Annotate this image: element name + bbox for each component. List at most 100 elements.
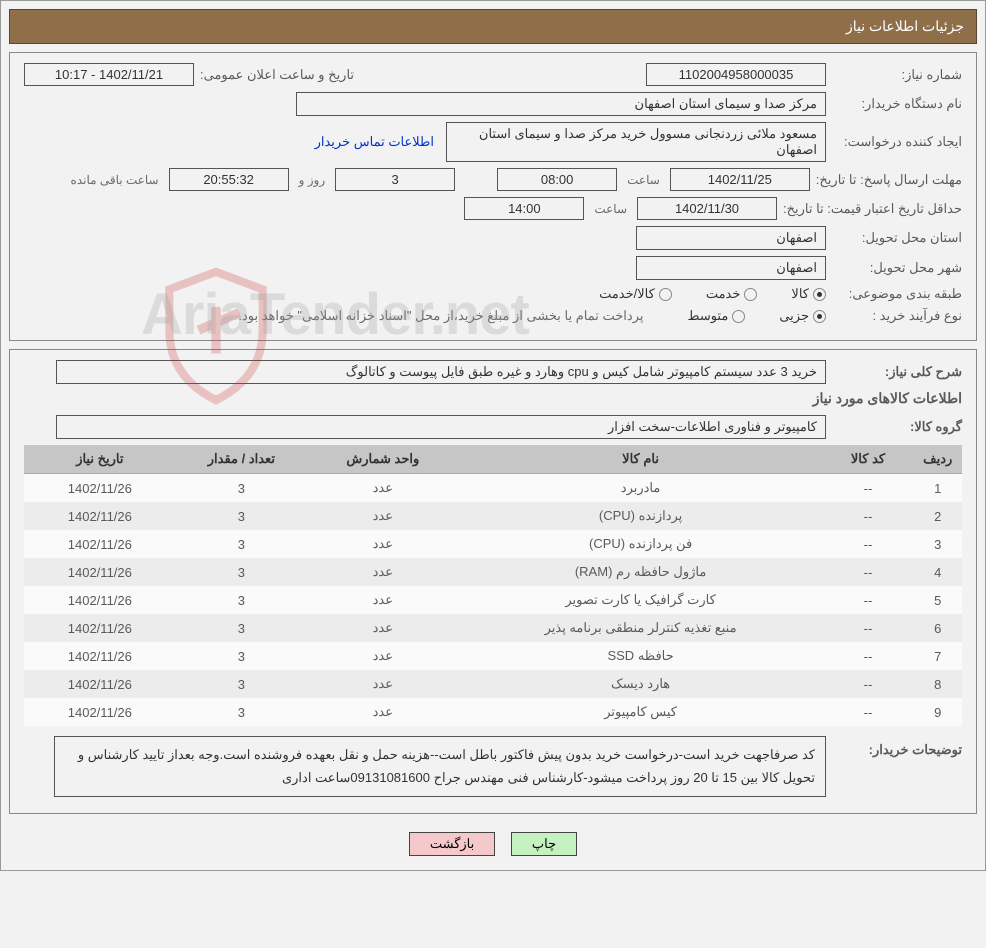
th-code: کد کالا [823, 445, 914, 474]
table-cell: عدد [307, 502, 459, 530]
table-row: 1--مادربردعدد31402/11/26 [24, 474, 962, 503]
table-cell: 1402/11/26 [24, 474, 176, 503]
th-name: نام کالا [459, 445, 823, 474]
table-cell: 3 [176, 586, 307, 614]
category-label: طبقه بندی موضوعی: [832, 286, 962, 302]
table-row: 9--کیس کامپیوترعدد31402/11/26 [24, 698, 962, 726]
table-cell: -- [823, 642, 914, 670]
table-cell: عدد [307, 642, 459, 670]
th-date: تاریخ نیاز [24, 445, 176, 474]
reply-date-field: 1402/11/25 [670, 168, 810, 191]
table-cell: عدد [307, 558, 459, 586]
goods-group-label: گروه کالا: [832, 419, 962, 435]
table-cell: 1 [913, 474, 962, 503]
goods-section-title: اطلاعات کالاهای مورد نیاز [24, 390, 962, 407]
table-cell: عدد [307, 670, 459, 698]
radio-partial[interactable]: جزیی [779, 308, 826, 324]
table-cell: -- [823, 530, 914, 558]
table-cell: 1402/11/26 [24, 614, 176, 642]
remain-days-field: 3 [335, 168, 455, 191]
req-creator-field: مسعود ملائی زردنجانی مسوول خرید مرکز صدا… [446, 122, 826, 162]
process-label: نوع فرآیند خرید : [832, 308, 962, 324]
radio-service-label: خدمت [706, 286, 741, 302]
table-cell: 3 [176, 530, 307, 558]
goods-table: ردیف کد کالا نام کالا واحد شمارش تعداد /… [24, 445, 962, 726]
remain-hms-field: 20:55:32 [169, 168, 289, 191]
table-cell: 5 [913, 586, 962, 614]
details-section: شماره نیاز: 1102004958000035 تاریخ و ساع… [9, 52, 977, 341]
time-label-2: ساعت [594, 202, 627, 216]
table-cell: 1402/11/26 [24, 502, 176, 530]
buyer-org-label: نام دستگاه خریدار: [832, 96, 962, 112]
payment-note: پرداخت تمام یا بخشی از مبلغ خرید،از محل … [238, 308, 643, 324]
radio-medium[interactable]: متوسط [687, 308, 745, 324]
table-cell: عدد [307, 614, 459, 642]
table-cell: عدد [307, 474, 459, 503]
table-row: 8--هارد دیسکعدد31402/11/26 [24, 670, 962, 698]
table-cell: -- [823, 614, 914, 642]
radio-medium-label: متوسط [687, 308, 728, 324]
buyer-org-field: مرکز صدا و سیمای استان اصفهان [296, 92, 826, 116]
table-row: 2--پردازنده (CPU)عدد31402/11/26 [24, 502, 962, 530]
table-row: 7--حافظه SSDعدد31402/11/26 [24, 642, 962, 670]
reply-deadline-label: مهلت ارسال پاسخ: تا تاریخ: [816, 172, 962, 188]
radio-goods-label: کالا [791, 286, 809, 302]
need-desc-label: شرح کلی نیاز: [832, 364, 962, 380]
need-number-label: شماره نیاز: [832, 67, 962, 83]
table-cell: -- [823, 474, 914, 503]
th-qty: تعداد / مقدار [176, 445, 307, 474]
roz-va-label: روز و [299, 173, 326, 187]
table-cell: ماژول حافظه رم (RAM) [459, 558, 823, 586]
price-date-field: 1402/11/30 [637, 197, 777, 220]
table-cell: کارت گرافیک یا کارت تصویر [459, 586, 823, 614]
buyer-note-field: کد صرفاجهت خرید است-درخواست خرید بدون پی… [54, 736, 826, 797]
table-cell: 2 [913, 502, 962, 530]
table-cell: -- [823, 698, 914, 726]
table-cell: 3 [176, 474, 307, 503]
table-cell: 1402/11/26 [24, 558, 176, 586]
button-row: چاپ بازگشت [1, 822, 985, 870]
table-cell: عدد [307, 586, 459, 614]
radio-icon [732, 310, 745, 323]
table-cell: -- [823, 670, 914, 698]
radio-partial-label: جزیی [779, 308, 809, 324]
table-cell: 4 [913, 558, 962, 586]
radio-icon [744, 288, 757, 301]
table-header-row: ردیف کد کالا نام کالا واحد شمارش تعداد /… [24, 445, 962, 474]
table-cell: 3 [176, 502, 307, 530]
table-cell: 1402/11/26 [24, 642, 176, 670]
buyer-contact-link[interactable]: اطلاعات تماس خریدار [315, 134, 434, 150]
delivery-province-label: استان محل تحویل: [832, 230, 962, 246]
table-cell: 1402/11/26 [24, 586, 176, 614]
reply-time-field: 08:00 [497, 168, 617, 191]
table-cell: 1402/11/26 [24, 530, 176, 558]
price-validity-label: حداقل تاریخ اعتبار قیمت: تا تاریخ: [783, 201, 962, 217]
need-number-field: 1102004958000035 [646, 63, 826, 86]
radio-goods[interactable]: کالا [791, 286, 826, 302]
price-time-field: 14:00 [464, 197, 584, 220]
goods-section: شرح کلی نیاز: خرید 3 عدد سیستم کامپیوتر … [9, 349, 977, 814]
table-cell: 6 [913, 614, 962, 642]
table-cell: -- [823, 502, 914, 530]
radio-goods-service[interactable]: کالا/خدمت [599, 286, 672, 302]
back-button[interactable]: بازگشت [409, 832, 495, 856]
table-cell: عدد [307, 530, 459, 558]
delivery-city-label: شهر محل تحویل: [832, 260, 962, 276]
radio-icon [813, 310, 826, 323]
announce-label: تاریخ و ساعت اعلان عمومی: [200, 67, 354, 83]
table-cell: 3 [176, 558, 307, 586]
radio-icon [813, 288, 826, 301]
delivery-province-field: اصفهان [636, 226, 826, 250]
radio-service[interactable]: خدمت [706, 286, 758, 302]
table-cell: فن پردازنده (CPU) [459, 530, 823, 558]
th-index: ردیف [913, 445, 962, 474]
table-cell: 3 [176, 614, 307, 642]
th-unit: واحد شمارش [307, 445, 459, 474]
remain-text-label: ساعت باقی مانده [71, 173, 159, 187]
table-cell: 3 [176, 642, 307, 670]
table-cell: 3 [176, 698, 307, 726]
print-button[interactable]: چاپ [511, 832, 577, 856]
table-cell: مادربرد [459, 474, 823, 503]
table-cell: 8 [913, 670, 962, 698]
table-cell: -- [823, 558, 914, 586]
